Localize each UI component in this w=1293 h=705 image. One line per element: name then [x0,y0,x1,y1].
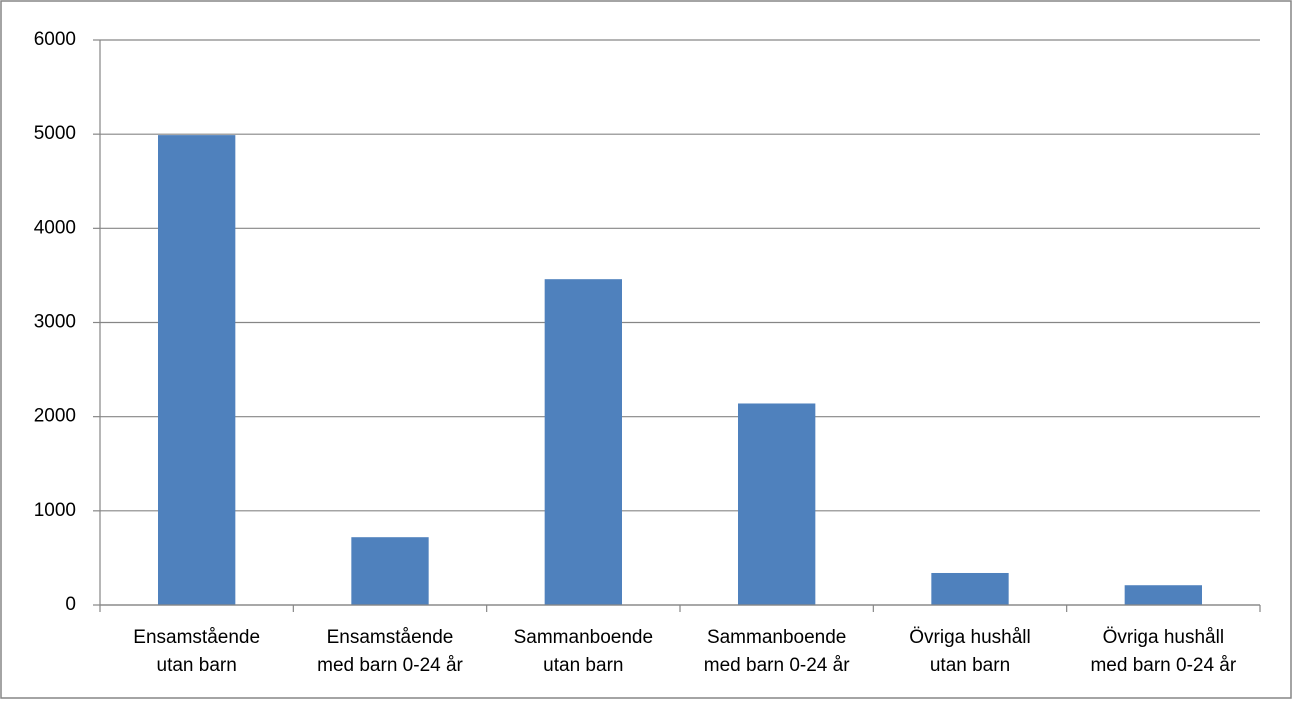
x-tick-label: Ensamstående [327,627,454,648]
bar [158,135,236,605]
y-tick-label: 2000 [34,406,76,427]
x-tick-label: Sammanboende [707,627,846,648]
x-tick-label: Övriga hushåll [1103,627,1224,648]
bar [931,572,1009,605]
x-tick-label: med barn 0-24 år [1090,655,1236,676]
bar [351,537,429,605]
y-tick-label: 6000 [34,29,76,50]
bar [738,403,816,605]
x-tick-label: utan barn [157,655,237,676]
x-tick-label: utan barn [930,655,1010,676]
y-tick-label: 0 [65,594,76,615]
x-tick-label: med barn 0-24 år [317,655,463,676]
x-tick-label: med barn 0-24 år [704,655,850,676]
y-tick-label: 1000 [34,500,76,521]
x-tick-label: Ensamstående [133,627,260,648]
y-tick-label: 3000 [34,312,76,333]
bar [1124,585,1202,605]
y-tick-label: 5000 [34,123,76,144]
bar [544,279,622,605]
y-tick-label: 4000 [34,217,76,238]
x-tick-label: Övriga hushåll [909,627,1030,648]
x-tick-label: Sammanboende [514,627,653,648]
x-tick-label: utan barn [543,655,623,676]
